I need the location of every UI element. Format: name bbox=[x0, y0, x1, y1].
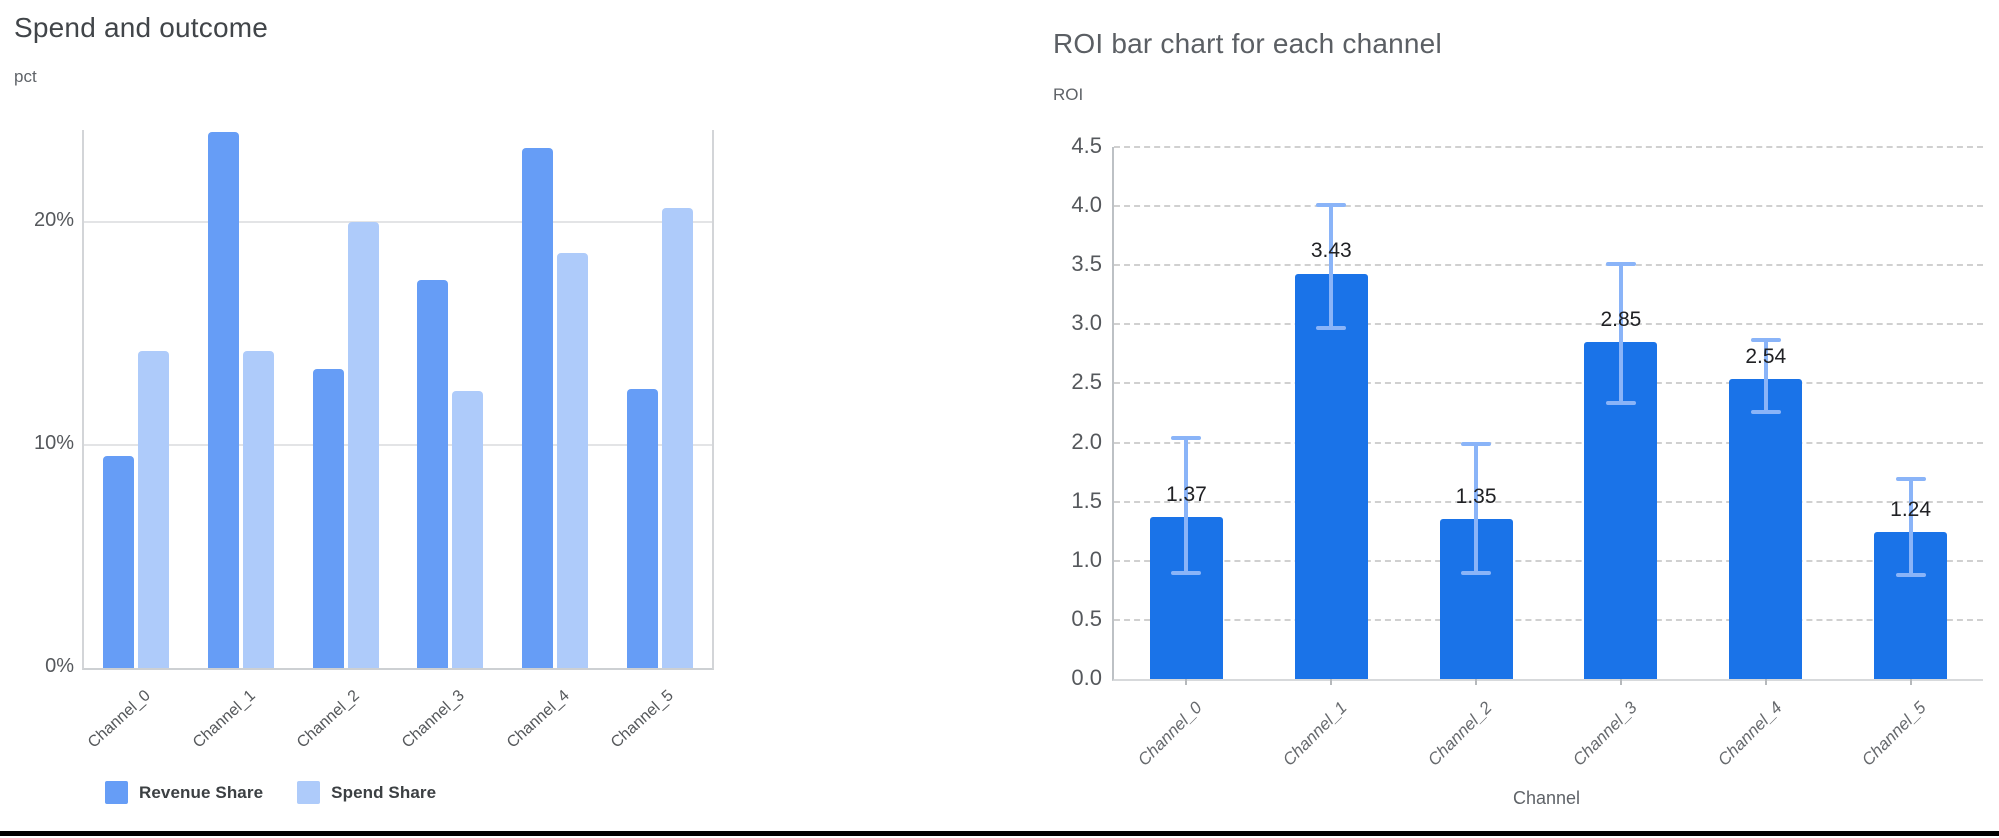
legend-label: Spend Share bbox=[331, 782, 437, 802]
bar-spend-share-channel-2[interactable] bbox=[347, 221, 379, 668]
y-axis-tick-label: 0.5 bbox=[1071, 605, 1102, 631]
bar-revenue-share-channel-1[interactable] bbox=[208, 132, 239, 668]
x-axis-tick-label: Channel_0 bbox=[1134, 698, 1206, 770]
gridline bbox=[84, 443, 712, 446]
right-y-axis-title: ROI bbox=[1053, 85, 1084, 104]
legend-label: Revenue Share bbox=[139, 782, 264, 802]
gridline bbox=[1114, 500, 1983, 503]
error-bar-line bbox=[1763, 338, 1768, 413]
bar-revenue-share-channel-0[interactable] bbox=[103, 455, 135, 668]
gridline bbox=[1114, 559, 1983, 562]
error-bar-cap-top bbox=[1316, 202, 1347, 207]
bar-spend-share-channel-3[interactable] bbox=[452, 391, 484, 668]
y-axis-tick-label: 3.5 bbox=[1071, 251, 1102, 277]
legend-swatch bbox=[297, 781, 321, 804]
bar-roi-channel-1[interactable] bbox=[1294, 273, 1368, 679]
x-axis-tick-label: Channel_3 bbox=[398, 687, 468, 752]
y-axis-tick-label: 4.0 bbox=[1071, 192, 1102, 218]
gridline bbox=[84, 220, 712, 223]
error-bar-cap-top bbox=[1605, 261, 1636, 266]
x-axis-tick-label: Channel_1 bbox=[189, 687, 259, 752]
y-axis-tick-label: 0.0 bbox=[1071, 665, 1102, 690]
bar-value-label: 1.24 bbox=[1890, 498, 1932, 522]
left-y-axis-title: pct bbox=[14, 67, 37, 86]
bar-revenue-share-channel-5[interactable] bbox=[626, 388, 658, 668]
x-axis-tick-label: Channel_0 bbox=[84, 687, 154, 752]
x-axis-tick-label: Channel_5 bbox=[1858, 698, 1931, 770]
error-bar-cap-bottom bbox=[1605, 400, 1636, 405]
y-axis-tick-label: 10% bbox=[33, 431, 74, 454]
gridline bbox=[1114, 205, 1983, 208]
y-axis-tick-label: 3.0 bbox=[1071, 310, 1102, 336]
x-axis-tick bbox=[1764, 679, 1767, 685]
bar-value-label: 1.35 bbox=[1455, 485, 1497, 509]
x-axis-tick-label: Channel_4 bbox=[1713, 698, 1786, 770]
legend-item-spend-share[interactable]: Spend Share bbox=[297, 781, 436, 804]
error-bar-cap-top bbox=[1750, 337, 1781, 342]
x-axis-tick bbox=[1330, 679, 1333, 685]
error-bar-line bbox=[1618, 262, 1623, 404]
error-bar-line bbox=[1908, 478, 1913, 577]
x-axis-tick-label: Channel_3 bbox=[1568, 698, 1641, 770]
bar-value-label: 3.43 bbox=[1310, 239, 1352, 263]
y-axis-tick-label: 2.0 bbox=[1071, 428, 1102, 454]
right-chart-title: ROI bar chart for each channel bbox=[1053, 28, 1442, 59]
y-axis-tick-label: 2.5 bbox=[1071, 369, 1102, 395]
bar-revenue-share-channel-3[interactable] bbox=[417, 279, 449, 668]
bar-spend-share-channel-5[interactable] bbox=[661, 208, 693, 668]
bar-revenue-share-channel-2[interactable] bbox=[312, 368, 344, 668]
error-bar-cap-top bbox=[1171, 435, 1202, 440]
error-bar-line bbox=[1474, 442, 1479, 574]
x-axis-tick-label: Channel_2 bbox=[1423, 698, 1496, 770]
bottom-divider bbox=[0, 831, 1999, 836]
x-axis-tick-label: Channel_5 bbox=[608, 687, 678, 752]
right-x-axis-title: Channel bbox=[1512, 788, 1581, 808]
left-plot-area: 0% 10% 20% Channel_0 Channel_1 Channel_2 Chann… bbox=[34, 130, 714, 751]
right-plot-area: 0.0 0.5 1.0 1.5 2.0 2.5 3.0 3.5 4.0 4.5 1.37 Channe… bbox=[1071, 133, 1983, 770]
y-axis-tick-label: 1.0 bbox=[1071, 546, 1102, 572]
error-bar-line bbox=[1184, 436, 1189, 574]
x-axis-tick bbox=[1185, 679, 1188, 685]
error-bar-cap-bottom bbox=[1316, 326, 1347, 331]
x-axis-tick bbox=[1475, 679, 1478, 685]
y-axis-tick-label: 4.5 bbox=[1071, 133, 1102, 158]
legend-swatch bbox=[105, 781, 128, 804]
y-axis-tick-label: 20% bbox=[33, 208, 74, 231]
left-chart-legend: Revenue Share Spend Share bbox=[105, 781, 436, 804]
y-axis-tick-label: 0% bbox=[45, 655, 74, 677]
bar-roi-channel-4[interactable] bbox=[1729, 378, 1803, 679]
error-bar-cap-top bbox=[1895, 477, 1926, 482]
bar-value-label: 2.85 bbox=[1600, 308, 1642, 332]
bar-spend-share-channel-4[interactable] bbox=[557, 252, 588, 668]
bar-value-label: 1.37 bbox=[1165, 483, 1207, 507]
bar-spend-share-channel-1[interactable] bbox=[243, 351, 274, 668]
x-axis-tick-label: Channel_2 bbox=[294, 687, 364, 752]
error-bar-cap-bottom bbox=[1461, 570, 1492, 575]
gridline bbox=[1114, 382, 1983, 385]
gridline bbox=[1114, 323, 1983, 326]
x-axis-tick-label: Channel_4 bbox=[503, 687, 573, 752]
x-axis-tick-label: Channel_1 bbox=[1279, 698, 1351, 770]
error-bar-cap-bottom bbox=[1171, 570, 1202, 575]
gridline bbox=[1114, 146, 1983, 148]
x-axis-tick bbox=[1909, 679, 1912, 685]
gridline bbox=[1114, 618, 1983, 621]
error-bar-cap-top bbox=[1461, 441, 1492, 446]
error-bar-cap-bottom bbox=[1750, 410, 1781, 414]
bar-spend-share-channel-0[interactable] bbox=[138, 351, 170, 668]
bar-value-label: 2.54 bbox=[1745, 344, 1787, 368]
gridline bbox=[1114, 441, 1983, 444]
left-chart-title: Spend and outcome bbox=[14, 12, 269, 43]
gridline bbox=[1114, 264, 1983, 267]
legend-item-revenue-share[interactable]: Revenue Share bbox=[105, 781, 263, 804]
error-bar-cap-bottom bbox=[1895, 573, 1926, 578]
x-axis-tick bbox=[1619, 679, 1622, 685]
bar-revenue-share-channel-4[interactable] bbox=[522, 147, 553, 668]
y-axis-tick-label: 1.5 bbox=[1071, 487, 1102, 513]
error-bar-line bbox=[1329, 203, 1334, 330]
